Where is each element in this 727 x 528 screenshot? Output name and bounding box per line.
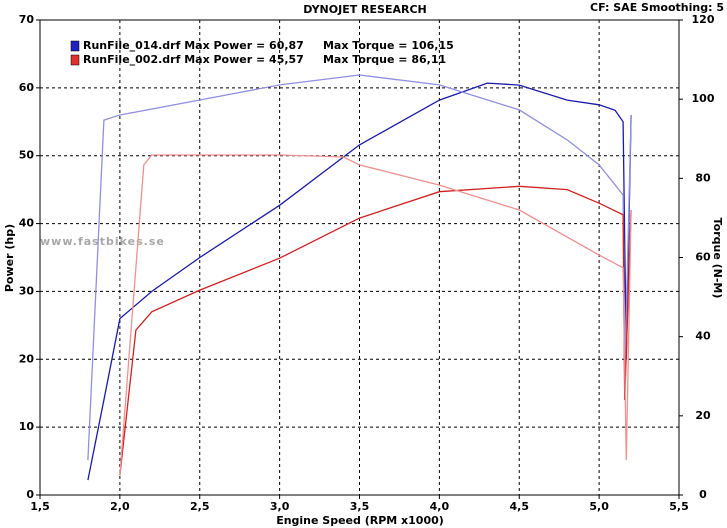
x-tick-label: 3,0 xyxy=(270,500,290,513)
y-tick-label: 0 xyxy=(26,488,34,501)
y-tick-label: 60 xyxy=(19,81,35,94)
legend-swatch xyxy=(70,54,80,66)
y2-tick-label: 60 xyxy=(695,251,711,264)
x-tick-label: 5,0 xyxy=(589,500,609,513)
watermark: www.fastbikes.se xyxy=(40,235,165,248)
y2-tick-label: 20 xyxy=(695,409,711,422)
y-tick-label: 50 xyxy=(19,149,35,162)
y2-tick-label: 40 xyxy=(695,330,711,343)
y2-axis-label: Torque (N-M) xyxy=(711,218,724,299)
y2-tick-label: 80 xyxy=(695,171,711,184)
x-tick-label: 2,0 xyxy=(110,500,130,513)
y-axis-label: Power (hp) xyxy=(3,224,16,292)
y2-tick-label: 0 xyxy=(699,488,707,501)
y-tick-label: 10 xyxy=(19,420,35,433)
y2-tick-label: 100 xyxy=(692,92,715,105)
x-tick-label: 3,5 xyxy=(350,500,370,513)
series-line xyxy=(87,74,632,461)
y-tick-label: 40 xyxy=(19,217,35,230)
legend-label: RunFile_002.drf Max Power = 45,57 Max To… xyxy=(83,53,446,66)
x-tick-label: 4,5 xyxy=(510,500,530,513)
series-line xyxy=(119,154,632,476)
x-tick-label: 2,5 xyxy=(190,500,210,513)
x-tick-label: 5,5 xyxy=(669,500,689,513)
legend-swatch xyxy=(70,40,80,52)
chart-title: DYNOJET RESEARCH xyxy=(303,3,426,16)
series-line xyxy=(119,185,632,476)
x-axis-label: Engine Speed (RPM x1000) xyxy=(276,514,444,527)
subtitle: CF: SAE Smoothing: 5 xyxy=(590,1,724,14)
x-tick-label: 4,0 xyxy=(430,500,450,513)
y-tick-label: 20 xyxy=(19,352,35,365)
series-line xyxy=(87,82,632,481)
legend-label: RunFile_014.drf Max Power = 60,87 Max To… xyxy=(83,39,454,52)
y-tick-label: 30 xyxy=(19,284,35,297)
y-tick-label: 70 xyxy=(19,13,35,26)
y2-tick-label: 120 xyxy=(692,13,715,26)
x-tick-label: 1,5 xyxy=(30,500,50,513)
